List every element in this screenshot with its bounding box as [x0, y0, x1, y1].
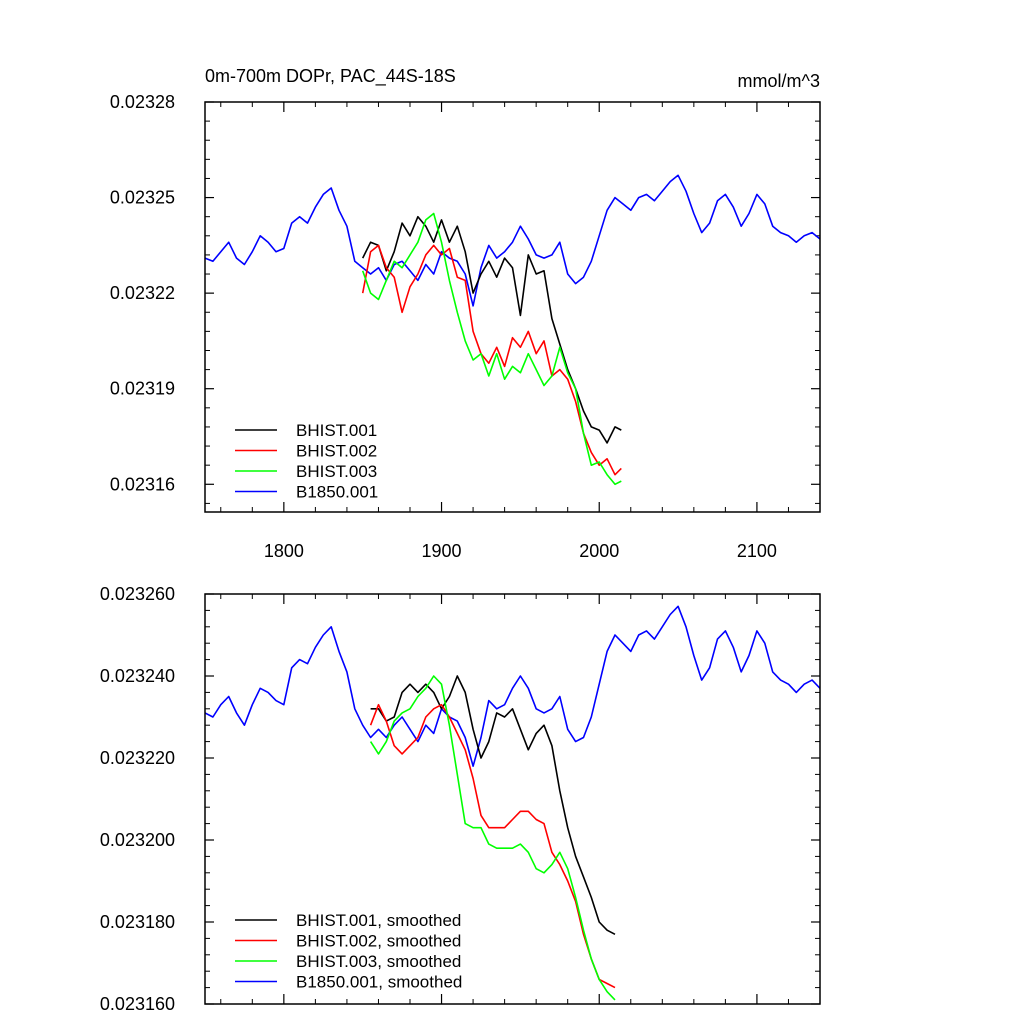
- y-tick-label: 0.023260: [100, 584, 175, 604]
- series-line-bhist-003-smoothed: [369, 675, 616, 1001]
- y-tick-label: 0.023240: [100, 666, 175, 686]
- legend-label: B1850.001, smoothed: [296, 973, 462, 992]
- top-panel-frame: [204, 101, 821, 513]
- y-tick-label: 0.023180: [100, 912, 175, 932]
- legend-label: BHIST.001, smoothed: [296, 911, 461, 930]
- y-tick-label: 0.023200: [100, 830, 175, 850]
- series-line-b1850-001: [204, 174, 821, 307]
- top-panel-units: mmol/m^3: [738, 71, 820, 91]
- x-tick-label: 1800: [264, 541, 304, 561]
- y-tick-label: 0.02316: [110, 474, 175, 494]
- bottom-panel-series: [204, 605, 821, 1001]
- top-panel-series: [204, 174, 821, 486]
- series-line-bhist-001: [361, 215, 622, 444]
- bottom-panel-legend: BHIST.001, smoothed BHIST.002, smoothedBH…: [235, 911, 462, 992]
- bottom-panel-ticks: 0.023260 0.023240 0.023220 0.023200 0.023180…: [100, 584, 820, 1014]
- legend-label: BHIST.003: [296, 462, 377, 481]
- series-line-bhist-001-smoothed: [370, 675, 616, 936]
- legend-label: BHIST.003, smoothed: [296, 952, 461, 971]
- legend-label: BHIST.002: [296, 442, 377, 461]
- x-tick-label: 2000: [579, 541, 619, 561]
- y-tick-label: 0.02325: [110, 188, 175, 208]
- top-panel-title: 0m-700m DOPr, PAC_44S-18S: [205, 66, 456, 87]
- series-line-bhist-002-smoothed: [369, 703, 616, 989]
- bottom-panel-frame: [204, 593, 821, 1005]
- y-tick-label: 0.023220: [100, 748, 175, 768]
- legend-label: BHIST.001: [296, 421, 377, 440]
- y-tick-label: 0.023160: [100, 994, 175, 1014]
- x-tick-label: 2100: [737, 541, 777, 561]
- series-line-bhist-003: [361, 212, 622, 486]
- top-panel-ticks: 0.02328 0.02325 0.02322 0.02319 0.02316 1800 1…: [110, 92, 820, 561]
- legend-label: B1850.001: [296, 483, 378, 502]
- series-line-b1850-001-smoothed: [204, 605, 821, 768]
- y-tick-label: 0.02328: [110, 92, 175, 112]
- y-tick-label: 0.02322: [110, 283, 175, 303]
- x-tick-label: 1900: [422, 541, 462, 561]
- legend-label: BHIST.002, smoothed: [296, 932, 461, 951]
- top-panel: 0m-700m DOPr, PAC_44S-18S mmol/m^3 0.023…: [110, 66, 821, 561]
- series-line-bhist-002: [361, 244, 622, 476]
- y-tick-label: 0.02319: [110, 379, 175, 399]
- bottom-panel: 0.023260 0.023240 0.023220 0.023200 0.023180…: [100, 584, 821, 1014]
